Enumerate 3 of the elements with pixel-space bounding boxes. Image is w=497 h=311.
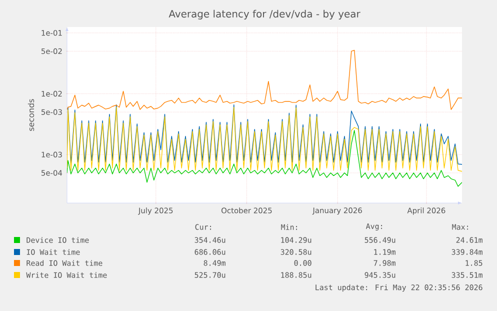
chart-title: Average latency for /dev/vda - by year — [168, 10, 360, 20]
line-series — [67, 50, 462, 110]
line-series — [67, 130, 462, 187]
